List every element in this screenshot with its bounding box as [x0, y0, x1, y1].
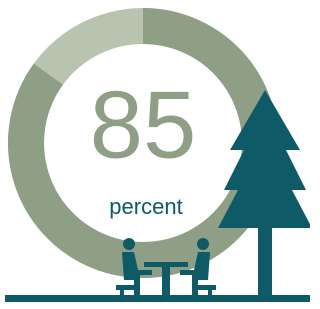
unit-label: percent — [109, 194, 182, 219]
tree-crown — [218, 90, 310, 228]
ground — [5, 295, 310, 302]
chair — [116, 285, 134, 290]
table-top — [144, 262, 188, 267]
chair — [198, 285, 216, 290]
value-label: 85 — [90, 71, 197, 178]
person-head — [123, 238, 135, 250]
table-leg — [162, 267, 170, 297]
infographic: 85 percent — [0, 0, 310, 309]
person-head — [197, 238, 209, 250]
